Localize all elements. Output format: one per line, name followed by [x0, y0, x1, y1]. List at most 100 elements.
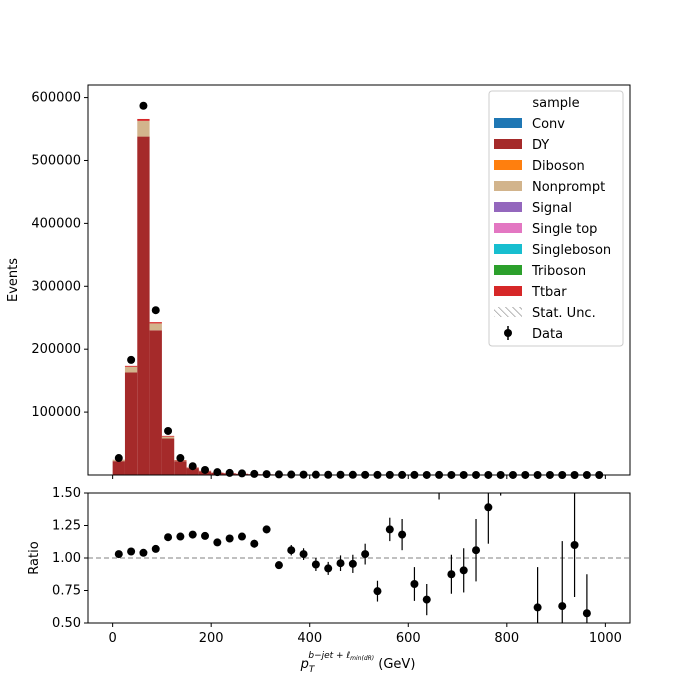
ratio-point-2 — [139, 548, 148, 557]
ratio-point-15 — [299, 550, 308, 559]
bar-nonprompt-4 — [161, 436, 175, 439]
ratio-point-25 — [422, 595, 431, 604]
ratio-point-1 — [127, 547, 136, 556]
ratio-ytick-label-0: 0.50 — [52, 616, 81, 631]
ratio-point-7 — [201, 531, 210, 540]
ratio-point-8 — [213, 538, 222, 547]
legend: sample Conv DY Diboson Nonprompt Signal Single… — [488, 90, 624, 347]
ratio-point-16 — [311, 560, 320, 569]
ratio-point-30 — [484, 503, 493, 512]
ratio-xtick-label-4: 800 — [494, 631, 519, 646]
bar-ttbar-2 — [137, 118, 150, 121]
data-point-6 — [188, 462, 197, 471]
main-ytick-label-4: 500000 — [31, 153, 81, 168]
ratio-xtick-label-1: 200 — [199, 631, 224, 646]
bar-dy-4 — [161, 438, 175, 475]
legend-label-6: Singleboson — [532, 243, 611, 258]
bar-nonprompt-2 — [137, 120, 150, 137]
legend-swatch-1 — [494, 139, 522, 149]
data-point-0 — [114, 454, 123, 463]
bar-ttbar-3 — [149, 322, 162, 324]
data-point-1 — [127, 355, 136, 364]
ratio-points — [114, 493, 591, 623]
bar-ttbar-4 — [161, 435, 175, 437]
ratio-point-19 — [348, 559, 357, 568]
bar-nonprompt-3 — [149, 323, 162, 331]
legend-label-5: Single top — [532, 222, 597, 237]
main-ytick-label-1: 200000 — [31, 342, 81, 357]
ratio-xtick-label-2: 400 — [297, 631, 322, 646]
bar-dy-0 — [112, 461, 125, 475]
legend-swatch-6 — [494, 244, 522, 254]
bar-ttbar-1 — [124, 365, 138, 367]
ratio-point-3 — [151, 544, 160, 553]
ratio-point-21 — [373, 587, 382, 596]
ratio-point-35 — [570, 541, 579, 549]
data-point-8 — [213, 468, 222, 477]
ratio-point-22 — [385, 525, 394, 534]
data-point-11 — [250, 469, 259, 478]
main-y-ticks: 100000 200000 300000 400000 500000 600000 — [31, 91, 88, 420]
ratio-point-6 — [188, 530, 197, 539]
bar-dy-3 — [149, 330, 162, 475]
bar-dy-6 — [186, 468, 199, 475]
legend-label-0: Conv — [532, 117, 565, 132]
main-ytick-label-0: 100000 — [31, 405, 81, 420]
ratio-point-29 — [472, 546, 481, 555]
ratio-point-13 — [274, 561, 283, 570]
legend-label-4: Signal — [532, 201, 572, 216]
legend-title: sample — [532, 96, 579, 111]
bar-dy-5 — [174, 461, 187, 475]
legend-swatch-2 — [494, 160, 522, 170]
ratio-ytick-label-4: 1.50 — [52, 486, 81, 501]
x-axis-label-sub: T — [309, 665, 316, 675]
ratio-point-9 — [225, 534, 234, 543]
ratio-point-27 — [447, 570, 456, 579]
bar-dy-1 — [124, 372, 138, 475]
ratio-xtick-label-0: 0 — [108, 631, 116, 646]
ratio-point-36 — [582, 609, 591, 618]
ratio-point-14 — [287, 546, 296, 555]
ratio-point-12 — [262, 525, 271, 534]
ratio-point-4 — [164, 533, 173, 542]
ratio-point-28 — [459, 566, 468, 575]
legend-swatch-4 — [494, 202, 522, 212]
legend-swatch-7 — [494, 265, 522, 275]
legend-label-10: Data — [532, 327, 563, 342]
ratio-point-10 — [237, 532, 246, 541]
ratio-x-ticks: 0 200 400 600 800 1000 — [108, 623, 622, 646]
ratio-point-32 — [533, 603, 542, 612]
x-axis-label-unit: (GeV) — [374, 657, 415, 672]
ratio-point-5 — [176, 532, 185, 541]
legend-marker-10 — [504, 329, 512, 337]
main-axes-frame — [87, 84, 631, 476]
ratio-point-18 — [336, 559, 345, 568]
ratio-point-34 — [558, 602, 567, 611]
main-y-label: Events — [6, 258, 21, 302]
data-point-12 — [262, 470, 271, 479]
bar-dy-2 — [137, 136, 150, 476]
ratio-y-ticks: 0.50 0.75 1.00 1.25 1.50 — [52, 486, 88, 631]
ratio-point-17 — [324, 564, 333, 573]
legend-label-8: Ttbar — [531, 285, 567, 300]
ratio-point-23 — [398, 530, 407, 539]
ratio-point-0 — [114, 550, 123, 559]
ratio-ytick-label-3: 1.25 — [52, 519, 81, 534]
stacked-histogram — [112, 118, 606, 476]
data-point-2 — [139, 101, 148, 110]
main-panel: 100000 200000 300000 400000 500000 600000 Eve… — [6, 84, 631, 479]
ratio-ytick-label-1: 0.75 — [52, 584, 81, 599]
ratio-point-24 — [410, 580, 419, 588]
legend-swatch-9 — [494, 307, 522, 317]
ratio-ytick-label-2: 1.00 — [52, 551, 81, 566]
ratio-y-label: Ratio — [27, 541, 42, 574]
data-point-9 — [225, 468, 234, 477]
legend-swatch-0 — [494, 118, 522, 128]
legend-swatch-5 — [494, 223, 522, 233]
ratio-xtick-label-3: 600 — [396, 631, 421, 646]
x-axis-label: pTb−jet + ℓmin(dR) (GeV) — [300, 651, 416, 675]
x-axis-label-sup: b−jet + ℓ — [308, 651, 350, 661]
legend-label-7: Triboson — [531, 264, 586, 279]
data-point-3 — [151, 306, 160, 315]
